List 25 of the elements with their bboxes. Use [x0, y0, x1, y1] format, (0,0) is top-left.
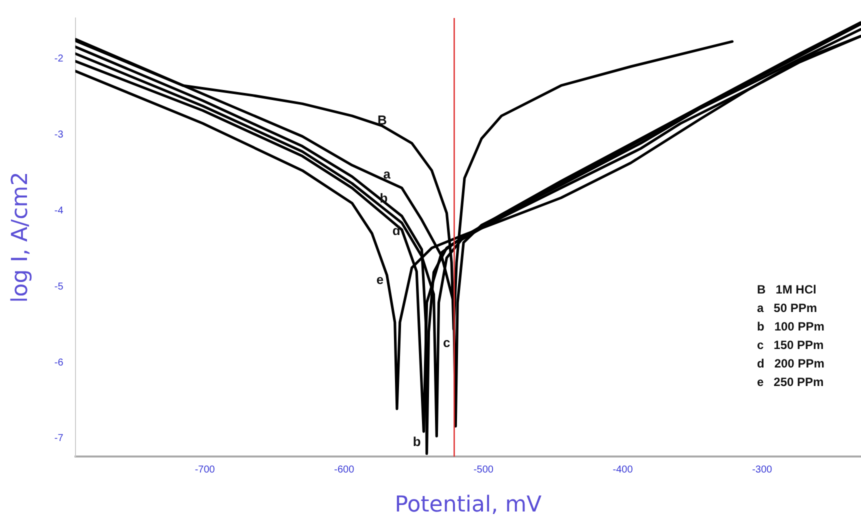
- x-tick-label: -700: [194, 464, 216, 476]
- annotation: B 1M HCl: [757, 282, 816, 296]
- annotation: c 150 PPm: [757, 338, 824, 352]
- annotation: e 250 PPm: [757, 374, 824, 389]
- annotation: B: [378, 112, 387, 128]
- annotation: b 100 PPm: [757, 319, 824, 334]
- annotation: a 50 PPm: [757, 300, 818, 315]
- annotation: d 200 PPm: [757, 356, 824, 370]
- x-axis-title: Potential, mV: [394, 492, 542, 518]
- x-tick-label: -600: [334, 464, 355, 476]
- y-tick-label: -6: [54, 357, 64, 368]
- x-tick-label: -500: [473, 464, 494, 476]
- annotation: e: [376, 272, 384, 287]
- y-tick-label: -7: [54, 433, 64, 444]
- annotation: c: [443, 334, 450, 350]
- y-tick-label: -3: [54, 130, 64, 141]
- y-tick-label: -5: [54, 281, 64, 292]
- y-tick-label: -2: [54, 54, 64, 65]
- y-axis-title: log I, A/cm2: [8, 172, 33, 303]
- x-tick-label: -300: [752, 464, 773, 476]
- annotation: d: [392, 223, 400, 238]
- annotation: b: [412, 434, 421, 450]
- y-tick-label: -4: [54, 205, 64, 216]
- annotation: a: [383, 166, 392, 182]
- x-tick-label: -400: [612, 464, 634, 476]
